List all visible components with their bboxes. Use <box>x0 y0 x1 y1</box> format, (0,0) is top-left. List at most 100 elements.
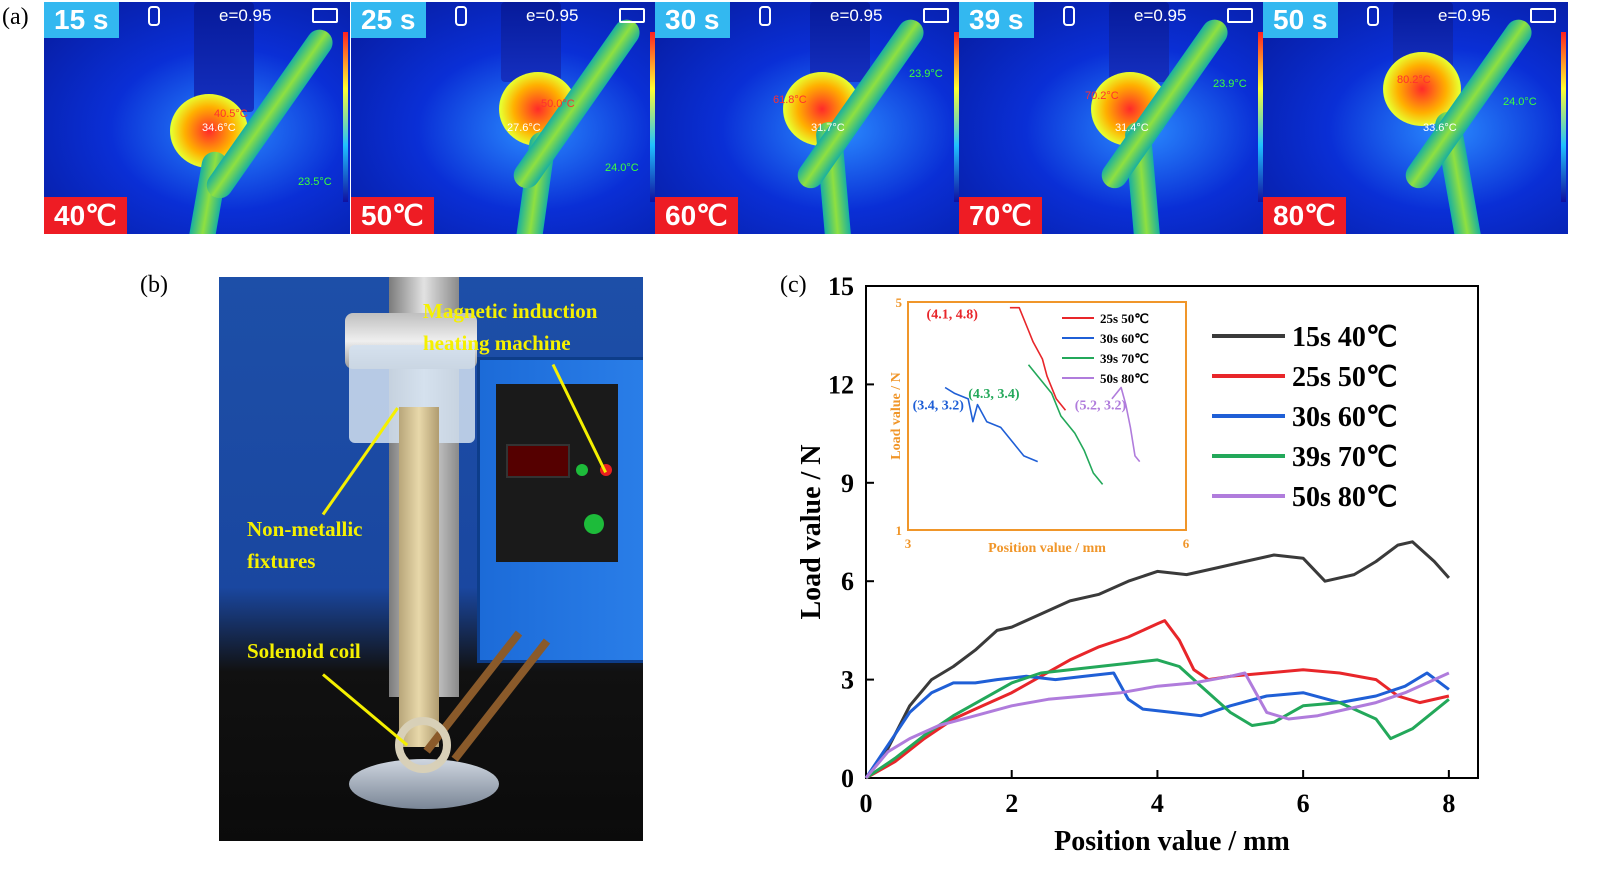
panel-label-c: (c) <box>780 272 807 298</box>
color-scale <box>650 32 655 202</box>
fixture-shape <box>810 2 870 82</box>
test-rod <box>399 407 439 747</box>
x-tick-label: 8 <box>1442 789 1455 818</box>
y-tick-label: 6 <box>841 567 854 596</box>
induction-machine <box>477 357 643 663</box>
chart-svg: 0 2 4 6 8 0 3 6 9 12 15 Position value / mm Load val… <box>796 272 1479 857</box>
time-badge: 25 s <box>351 2 426 38</box>
hot-spot-reading: 40.5°C <box>214 108 248 120</box>
thermometer-icon <box>759 6 771 26</box>
y-tick-label: 3 <box>841 666 854 695</box>
battery-icon <box>923 8 949 23</box>
time-badge: 15 s <box>44 2 119 38</box>
x-tick-label: 4 <box>1151 789 1164 818</box>
thermal-image: 39 s e=0.95 70.2°C 31.4°C 23.9°C 70℃ <box>959 2 1265 234</box>
cold-spot-reading: 23.9°C <box>1213 78 1247 90</box>
legend-label-s15: 15s 40℃ <box>1292 322 1397 353</box>
inset-y-tick-label: 5 <box>896 295 903 310</box>
temperature-badge: 40℃ <box>44 197 127 234</box>
emissivity-label: e=0.95 <box>1438 6 1491 25</box>
solenoid-coil <box>395 717 451 773</box>
center-spot-reading: 33.6°C <box>1423 122 1457 134</box>
temperature-badge: 80℃ <box>1263 197 1346 234</box>
inset-legend-label-s39: 39s 70℃ <box>1100 351 1149 366</box>
load-position-chart: 0 2 4 6 8 0 3 6 9 12 15 Position value / mm Load val… <box>780 270 1600 868</box>
series-line-s30 <box>864 671 1450 779</box>
center-spot-reading: 31.7°C <box>811 122 845 134</box>
hot-spot-reading: 70.2°C <box>1085 90 1119 102</box>
label-machine-line1: Magnetic induction <box>423 299 598 323</box>
time-badge: 50 s <box>1263 2 1338 38</box>
label-machine: Magnetic induction heating machine <box>423 295 597 359</box>
inset-annotation-s39: (4.3, 3.4) <box>968 387 1020 402</box>
legend-label-s50: 50s 80℃ <box>1292 482 1397 513</box>
thermometer-icon <box>455 6 467 26</box>
cold-spot-reading: 24.0°C <box>605 162 639 174</box>
battery-icon <box>619 8 645 23</box>
color-scale <box>1258 32 1263 202</box>
series-line-s50 <box>864 671 1450 779</box>
label-fixture-line2: fixtures <box>247 549 316 573</box>
fixture-shape <box>194 2 254 112</box>
thermal-image: 15 s e=0.95 40.5°C 34.6°C 23.5°C 40℃ <box>44 2 350 234</box>
hot-spot-reading: 80.2°C <box>1397 74 1431 86</box>
color-scale <box>343 32 348 202</box>
inset-x-tick-label: 3 <box>905 536 912 551</box>
thermal-image: 50 s e=0.95 80.2°C 33.6°C 24.0°C 80℃ <box>1263 2 1568 234</box>
label-machine-line2: heating machine <box>423 331 571 355</box>
fixture-shape <box>501 2 561 82</box>
label-fixture-line1: Non-metallic <box>247 517 363 541</box>
inset-annotation-s50: (5.2, 3.2) <box>1075 399 1127 414</box>
setup-photo: Magnetic induction heating machine Non-m… <box>219 277 643 841</box>
cold-spot-reading: 23.5°C <box>298 176 332 188</box>
legend-label-s30: 30s 60℃ <box>1292 402 1397 433</box>
center-spot-reading: 31.4°C <box>1115 122 1149 134</box>
cold-spot-reading: 23.9°C <box>909 68 943 80</box>
time-badge: 39 s <box>959 2 1034 38</box>
inset-x-axis-label: Position value / mm <box>988 541 1106 556</box>
temperature-badge: 60℃ <box>655 197 738 234</box>
x-tick-label: 2 <box>1005 789 1018 818</box>
temperature-badge: 50℃ <box>351 197 434 234</box>
series-line-s15 <box>864 540 1451 779</box>
y-tick-label: 12 <box>828 370 854 399</box>
hot-spot-reading: 61.8°C <box>773 94 807 106</box>
thermal-image-strip: 15 s e=0.95 40.5°C 34.6°C 23.5°C 40℃ 25 … <box>44 2 1600 234</box>
emissivity-label: e=0.95 <box>526 6 579 25</box>
y-axis-label: Load value / N <box>796 444 827 619</box>
display-screen <box>506 444 570 478</box>
start-button-shape <box>584 514 604 534</box>
inset-series-line-s50 <box>1111 386 1141 463</box>
inset-legend-label-s30: 30s 60℃ <box>1100 331 1149 346</box>
thermometer-icon <box>1063 6 1075 26</box>
color-scale <box>954 32 959 202</box>
thermometer-icon <box>1367 6 1379 26</box>
inset-legend-label-s50: 50s 80℃ <box>1100 371 1149 386</box>
hot-spot-reading: 50.0°C <box>541 98 575 110</box>
thermal-image: 30 s e=0.95 61.8°C 31.7°C 23.9°C 60℃ <box>655 2 961 234</box>
x-tick-label: 6 <box>1297 789 1310 818</box>
plot-frame <box>865 285 1479 779</box>
inset-legend-label-s25: 25s 50℃ <box>1100 311 1149 326</box>
series-line-s25 <box>865 619 1450 780</box>
x-tick-label: 0 <box>860 789 873 818</box>
inset-annotation-s30: (3.4, 3.2) <box>913 399 965 414</box>
thermometer-icon <box>148 6 160 26</box>
control-panel <box>496 384 618 562</box>
temperature-badge: 70℃ <box>959 197 1042 234</box>
fixture-shape <box>1109 2 1169 82</box>
y-tick-label: 0 <box>841 764 854 793</box>
inset-series-line-s30 <box>944 386 1039 463</box>
emissivity-label: e=0.95 <box>219 6 272 25</box>
y-tick-label: 9 <box>841 469 854 498</box>
center-spot-reading: 27.6°C <box>507 122 541 134</box>
panel-label-a: (a) <box>2 4 29 30</box>
emissivity-label: e=0.95 <box>1134 6 1187 25</box>
green-button-shape <box>576 464 588 476</box>
emissivity-label: e=0.95 <box>830 6 883 25</box>
inset-series-line-s39 <box>1027 364 1104 485</box>
cold-spot-reading: 24.0°C <box>1503 96 1537 108</box>
y-tick-label: 15 <box>828 272 854 301</box>
center-spot-reading: 34.6°C <box>202 122 236 134</box>
time-badge: 30 s <box>655 2 730 38</box>
